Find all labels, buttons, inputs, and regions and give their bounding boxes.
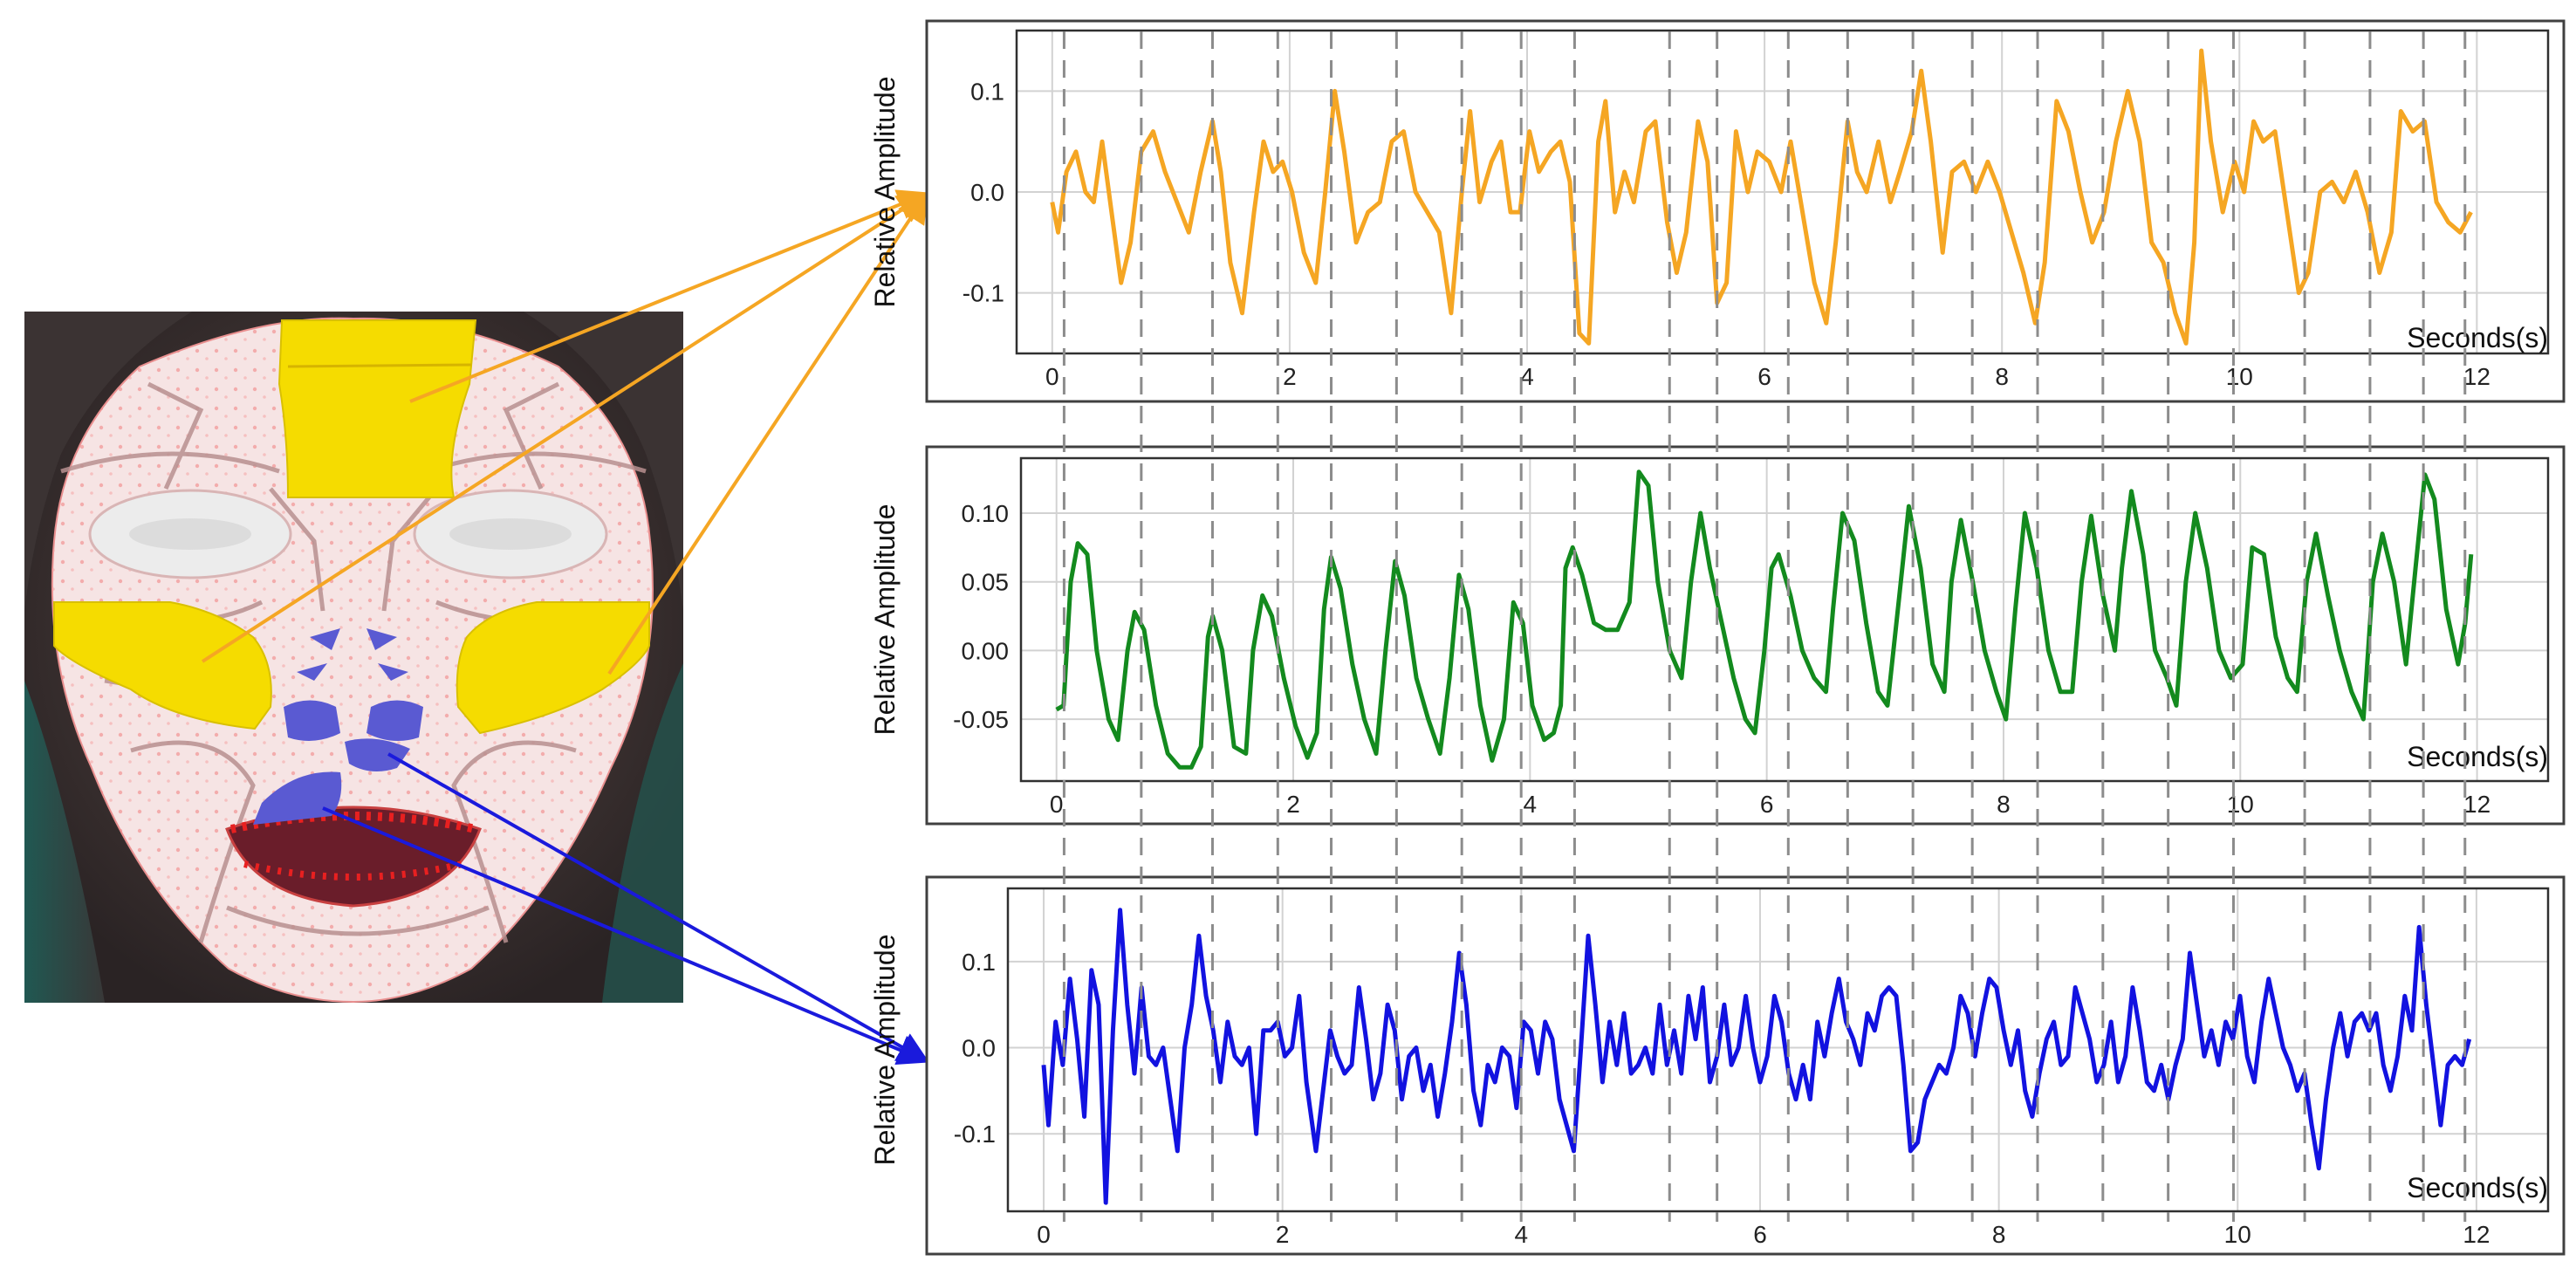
y-tick-label: -0.05 [953, 706, 1009, 733]
hair-top-right [524, 312, 683, 611]
x-axis-label: Seconds(s) [2407, 322, 2548, 353]
left-cheek-region-yellow [53, 601, 272, 730]
y-axis-label: Relative Amplitude [869, 934, 901, 1165]
panel-frame-middle [925, 445, 2566, 826]
x-axis-label: Seconds(s) [2407, 741, 2548, 772]
x-tick-label: 10 [2226, 363, 2253, 390]
x-tick-label: 12 [2463, 363, 2490, 390]
region-arrows [201, 189, 930, 1066]
axes-frame-top [1015, 29, 2550, 355]
nose-side-left-blue [297, 663, 327, 681]
x-tick-label: 8 [1995, 363, 2009, 390]
x-tick-label: 8 [1992, 1221, 2006, 1248]
x-tick-label: 10 [2224, 1221, 2251, 1248]
face-mesh-dots [51, 318, 653, 1003]
x-tick-label: 8 [1997, 791, 2011, 818]
x-tick-label: 4 [1515, 1221, 1529, 1248]
face-landmark-image [24, 312, 683, 1004]
left-eye [129, 518, 251, 550]
x-axis-label: Seconds(s) [2407, 1172, 2548, 1203]
panel-frame-bottom [925, 875, 2566, 1256]
left-nostril-region-blue [284, 700, 340, 741]
right-cheek-region-yellow [456, 601, 650, 735]
hair-top-left [24, 312, 192, 611]
green-signal-chart: 0 2 4 6 8 10 12 0.10 0.05 0.00 -0.05 Relative Ampli… [869, 456, 2550, 818]
arrow-nose-to-bottom-panel [387, 752, 930, 1063]
event-markers [1062, 31, 2467, 1222]
y-tick-label: 0.05 [962, 569, 1010, 596]
axes-frame-middle [1019, 456, 2550, 783]
x-tick-label: 0 [1050, 791, 1064, 818]
arrow-right-cheek-to-top-panel [607, 190, 928, 675]
nose-bridge-left-blue [310, 628, 340, 650]
arrow-lip-to-bottom-panel [322, 806, 930, 1066]
y-axis-label: Relative Amplitude [869, 504, 901, 735]
forehead-region-seam [287, 363, 472, 368]
y-tick-label: 0.0 [970, 179, 1004, 206]
y-tick-label: 0.0 [962, 1035, 996, 1062]
y-tick-label: 0.00 [962, 637, 1010, 664]
x-tick-label: 10 [2227, 791, 2254, 818]
nose-bridge-right-blue [367, 628, 397, 650]
x-tick-label: 2 [1283, 363, 1297, 390]
x-tick-label: 0 [1045, 363, 1059, 390]
y-tick-label: -0.1 [954, 1121, 996, 1148]
signal-panels: 0 2 4 6 8 10 12 0.1 0.0 -0.1 Relative Amplitude Sec… [869, 19, 2566, 1256]
y-tick-label: 0.10 [962, 500, 1010, 527]
x-tick-label: 2 [1286, 791, 1300, 818]
y-tick-label: 0.1 [962, 949, 996, 976]
x-tick-label: 0 [1037, 1221, 1051, 1248]
right-eye [449, 518, 572, 550]
x-tick-label: 12 [2463, 791, 2490, 818]
arrow-forehead-to-top-panel [409, 189, 930, 403]
x-tick-label: 6 [1753, 1221, 1767, 1248]
y-tick-label: 0.1 [970, 78, 1004, 105]
x-tick-label: 6 [1760, 791, 1774, 818]
x-tick-label: 4 [1524, 791, 1538, 818]
nose-base-region-blue [345, 738, 410, 771]
x-tick-label: 2 [1276, 1221, 1290, 1248]
right-nostril-region-blue [367, 700, 423, 741]
orange-signal-chart: 0 2 4 6 8 10 12 0.1 0.0 -0.1 Relative Amplitude Sec… [869, 29, 2550, 390]
x-tick-label: 6 [1757, 363, 1771, 390]
signal-series-line-middle [1055, 470, 2474, 770]
hair-right [602, 663, 683, 1003]
panel-frame-top [925, 19, 2566, 403]
y-axis-label: Relative Amplitude [869, 76, 901, 307]
forehead-region-yellow [277, 319, 477, 498]
signal-series-line-top [1050, 48, 2473, 346]
axes-frame-bottom [1006, 887, 2550, 1213]
x-tick-label: 4 [1520, 363, 1534, 390]
arrow-left-cheek-to-top-panel [201, 192, 930, 663]
nose-side-right-blue [378, 663, 408, 681]
y-tick-label: -0.1 [963, 280, 1004, 307]
hair-left [24, 681, 105, 1003]
x-tick-label: 12 [2463, 1221, 2490, 1248]
upper-lip-left-region-blue [253, 771, 342, 825]
